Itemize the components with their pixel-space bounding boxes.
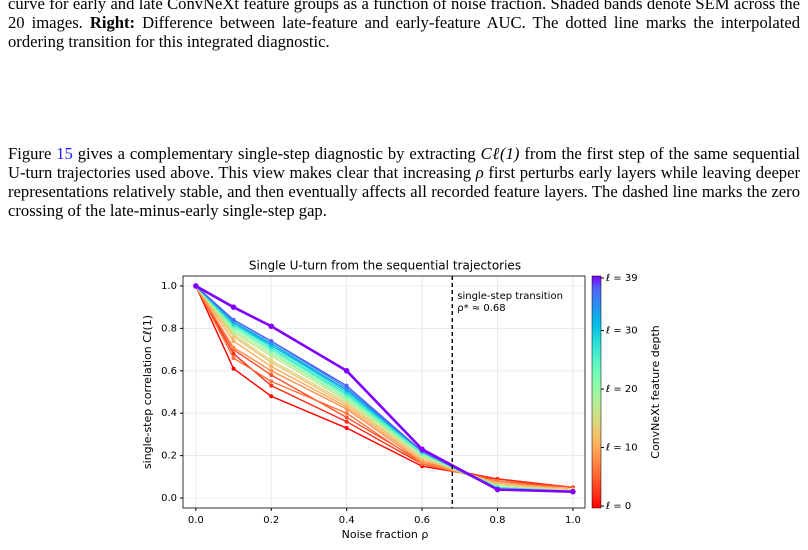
marker	[268, 323, 275, 330]
marker	[231, 317, 236, 322]
x-axis-label: Noise fraction ρ	[342, 528, 429, 541]
marker	[269, 358, 274, 363]
colorbar-tick-label: ℓ = 30	[606, 326, 638, 337]
text-segment: first perturbs early layers while leavin…	[8, 163, 800, 220]
colorbar-tick-label: ℓ = 0	[606, 501, 631, 512]
marker	[344, 426, 349, 431]
text-segment: curve for early and late ConvNeXt featur…	[8, 0, 800, 32]
marker	[231, 339, 236, 344]
annotation: single-step transition	[457, 291, 563, 302]
marker	[231, 345, 236, 350]
x-tick-label: 1.0	[565, 515, 581, 526]
text-segment: gives a complementary single-step diagno…	[72, 144, 481, 163]
marker	[269, 339, 274, 344]
plot-frame	[182, 275, 586, 509]
marker	[269, 383, 274, 388]
marker	[570, 488, 576, 495]
y-tick-label: 0.8	[161, 323, 177, 334]
y-tick-label: 0.6	[161, 366, 177, 377]
marker	[343, 367, 350, 374]
x-tick-label: 0.8	[490, 515, 506, 526]
y-tick-label: 0.0	[161, 493, 177, 504]
marker	[231, 356, 236, 361]
marker	[193, 283, 199, 289]
marker	[419, 446, 425, 453]
chart: Single U-turn from the sequential trajec…	[141, 259, 662, 542]
marker	[344, 415, 349, 420]
marker	[344, 411, 349, 416]
text-segment: Cℓ(1)	[480, 144, 520, 163]
x-tick-label: 0.6	[414, 515, 430, 526]
colorbar-tick-label: ℓ = 39	[606, 273, 638, 284]
colorbar-tick-label: ℓ = 10	[606, 443, 638, 454]
colorbar	[591, 275, 602, 509]
marker	[494, 486, 501, 493]
colorbar-label: ConvNeXt feature depth	[649, 325, 662, 458]
text-segment: ρ	[475, 163, 484, 182]
marker	[344, 419, 349, 424]
marker	[230, 304, 237, 310]
marker	[344, 383, 349, 388]
colorbar-tick-label: ℓ = 20	[606, 384, 638, 395]
y-tick-label: 1.0	[161, 281, 177, 292]
text-segment: from the first step of the same sequenti…	[8, 144, 801, 182]
caption: curve for early and late ConvNeXt featur…	[8, 0, 800, 51]
text-segment: Difference between late-feature and earl…	[8, 13, 801, 51]
marker	[269, 379, 274, 384]
x-tick-label: 0.4	[339, 515, 355, 526]
chart-title: Single U-turn from the sequential trajec…	[249, 259, 521, 273]
text-segment: Figure	[8, 144, 57, 163]
text-segment[interactable]: 15	[56, 144, 73, 163]
paragraph: Figure 15 gives a complementary single-s…	[8, 144, 800, 220]
marker	[269, 368, 274, 373]
x-tick-label: 0.0	[188, 515, 204, 526]
x-tick-label: 0.2	[263, 515, 279, 526]
marker	[269, 394, 274, 399]
marker	[231, 366, 236, 371]
marker	[269, 373, 274, 378]
marker	[269, 364, 274, 369]
y-tick-label: 0.2	[161, 451, 177, 462]
y-axis-label: single-step correlation Cℓ(1)	[141, 315, 154, 469]
annotation: ρ* ≈ 0.68	[457, 303, 505, 314]
y-tick-label: 0.4	[161, 408, 177, 419]
text-segment: Right:	[89, 13, 136, 32]
line	[195, 284, 573, 493]
